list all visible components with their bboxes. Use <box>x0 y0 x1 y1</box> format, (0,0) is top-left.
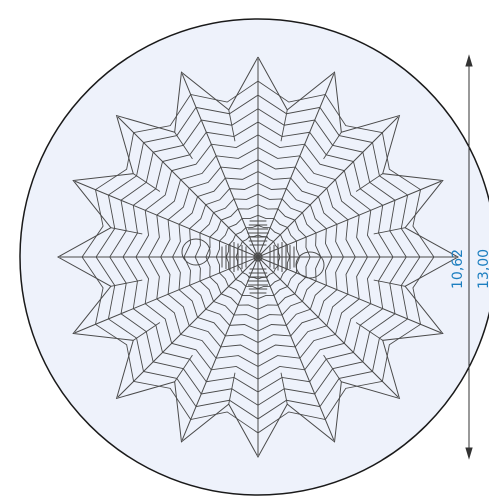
web-spoke <box>257 73 335 258</box>
web-branch <box>323 132 342 160</box>
web-branch <box>355 322 383 341</box>
dimension-arrow-top <box>465 54 473 67</box>
dimension-label-outer: 13,00 <box>476 249 489 289</box>
web-ring <box>215 214 301 300</box>
dimension-label-inner: 10,62 <box>450 249 466 289</box>
web-ring <box>135 134 381 380</box>
web-outer-frame <box>56 56 460 459</box>
dimension-line <box>465 54 473 460</box>
web-branch <box>323 354 342 382</box>
center-circle <box>253 252 263 262</box>
center-pattern <box>181 220 325 294</box>
right-loop <box>295 251 325 279</box>
dimension-arrow-bottom <box>465 447 473 460</box>
web-spoke <box>74 180 259 258</box>
web-branch <box>133 322 161 341</box>
web-ring <box>172 171 344 343</box>
web-pattern <box>56 56 460 459</box>
web-branch <box>174 132 193 160</box>
web-branch <box>373 227 406 235</box>
web-branch <box>110 227 143 235</box>
web-spoke <box>257 256 399 398</box>
web-spoke <box>257 256 335 441</box>
web-branch <box>133 173 161 192</box>
web-branch <box>373 279 406 287</box>
web-ring <box>183 182 333 332</box>
web-spoke <box>181 256 259 441</box>
web-branch <box>174 354 193 382</box>
web-ring <box>235 234 281 280</box>
web-branch <box>355 173 383 192</box>
web-spoke <box>117 256 259 398</box>
web-ring <box>109 108 407 406</box>
left-loop <box>181 238 211 266</box>
web-branch <box>280 109 288 142</box>
web-ring <box>205 204 311 310</box>
web-spoke <box>257 180 442 258</box>
web-spoke <box>257 256 442 334</box>
web-branch <box>228 372 236 405</box>
web-ring <box>147 147 369 368</box>
web-branch <box>110 279 143 287</box>
web-ring <box>194 193 322 321</box>
web-spoke <box>117 116 259 258</box>
web-ring <box>160 159 356 355</box>
web-ring <box>122 121 394 393</box>
web-spoke <box>181 73 259 258</box>
web-branch <box>280 372 288 405</box>
web-spoke <box>74 256 259 334</box>
web-branch <box>228 109 236 142</box>
web-spoke <box>257 116 399 258</box>
web-ring <box>95 94 421 420</box>
